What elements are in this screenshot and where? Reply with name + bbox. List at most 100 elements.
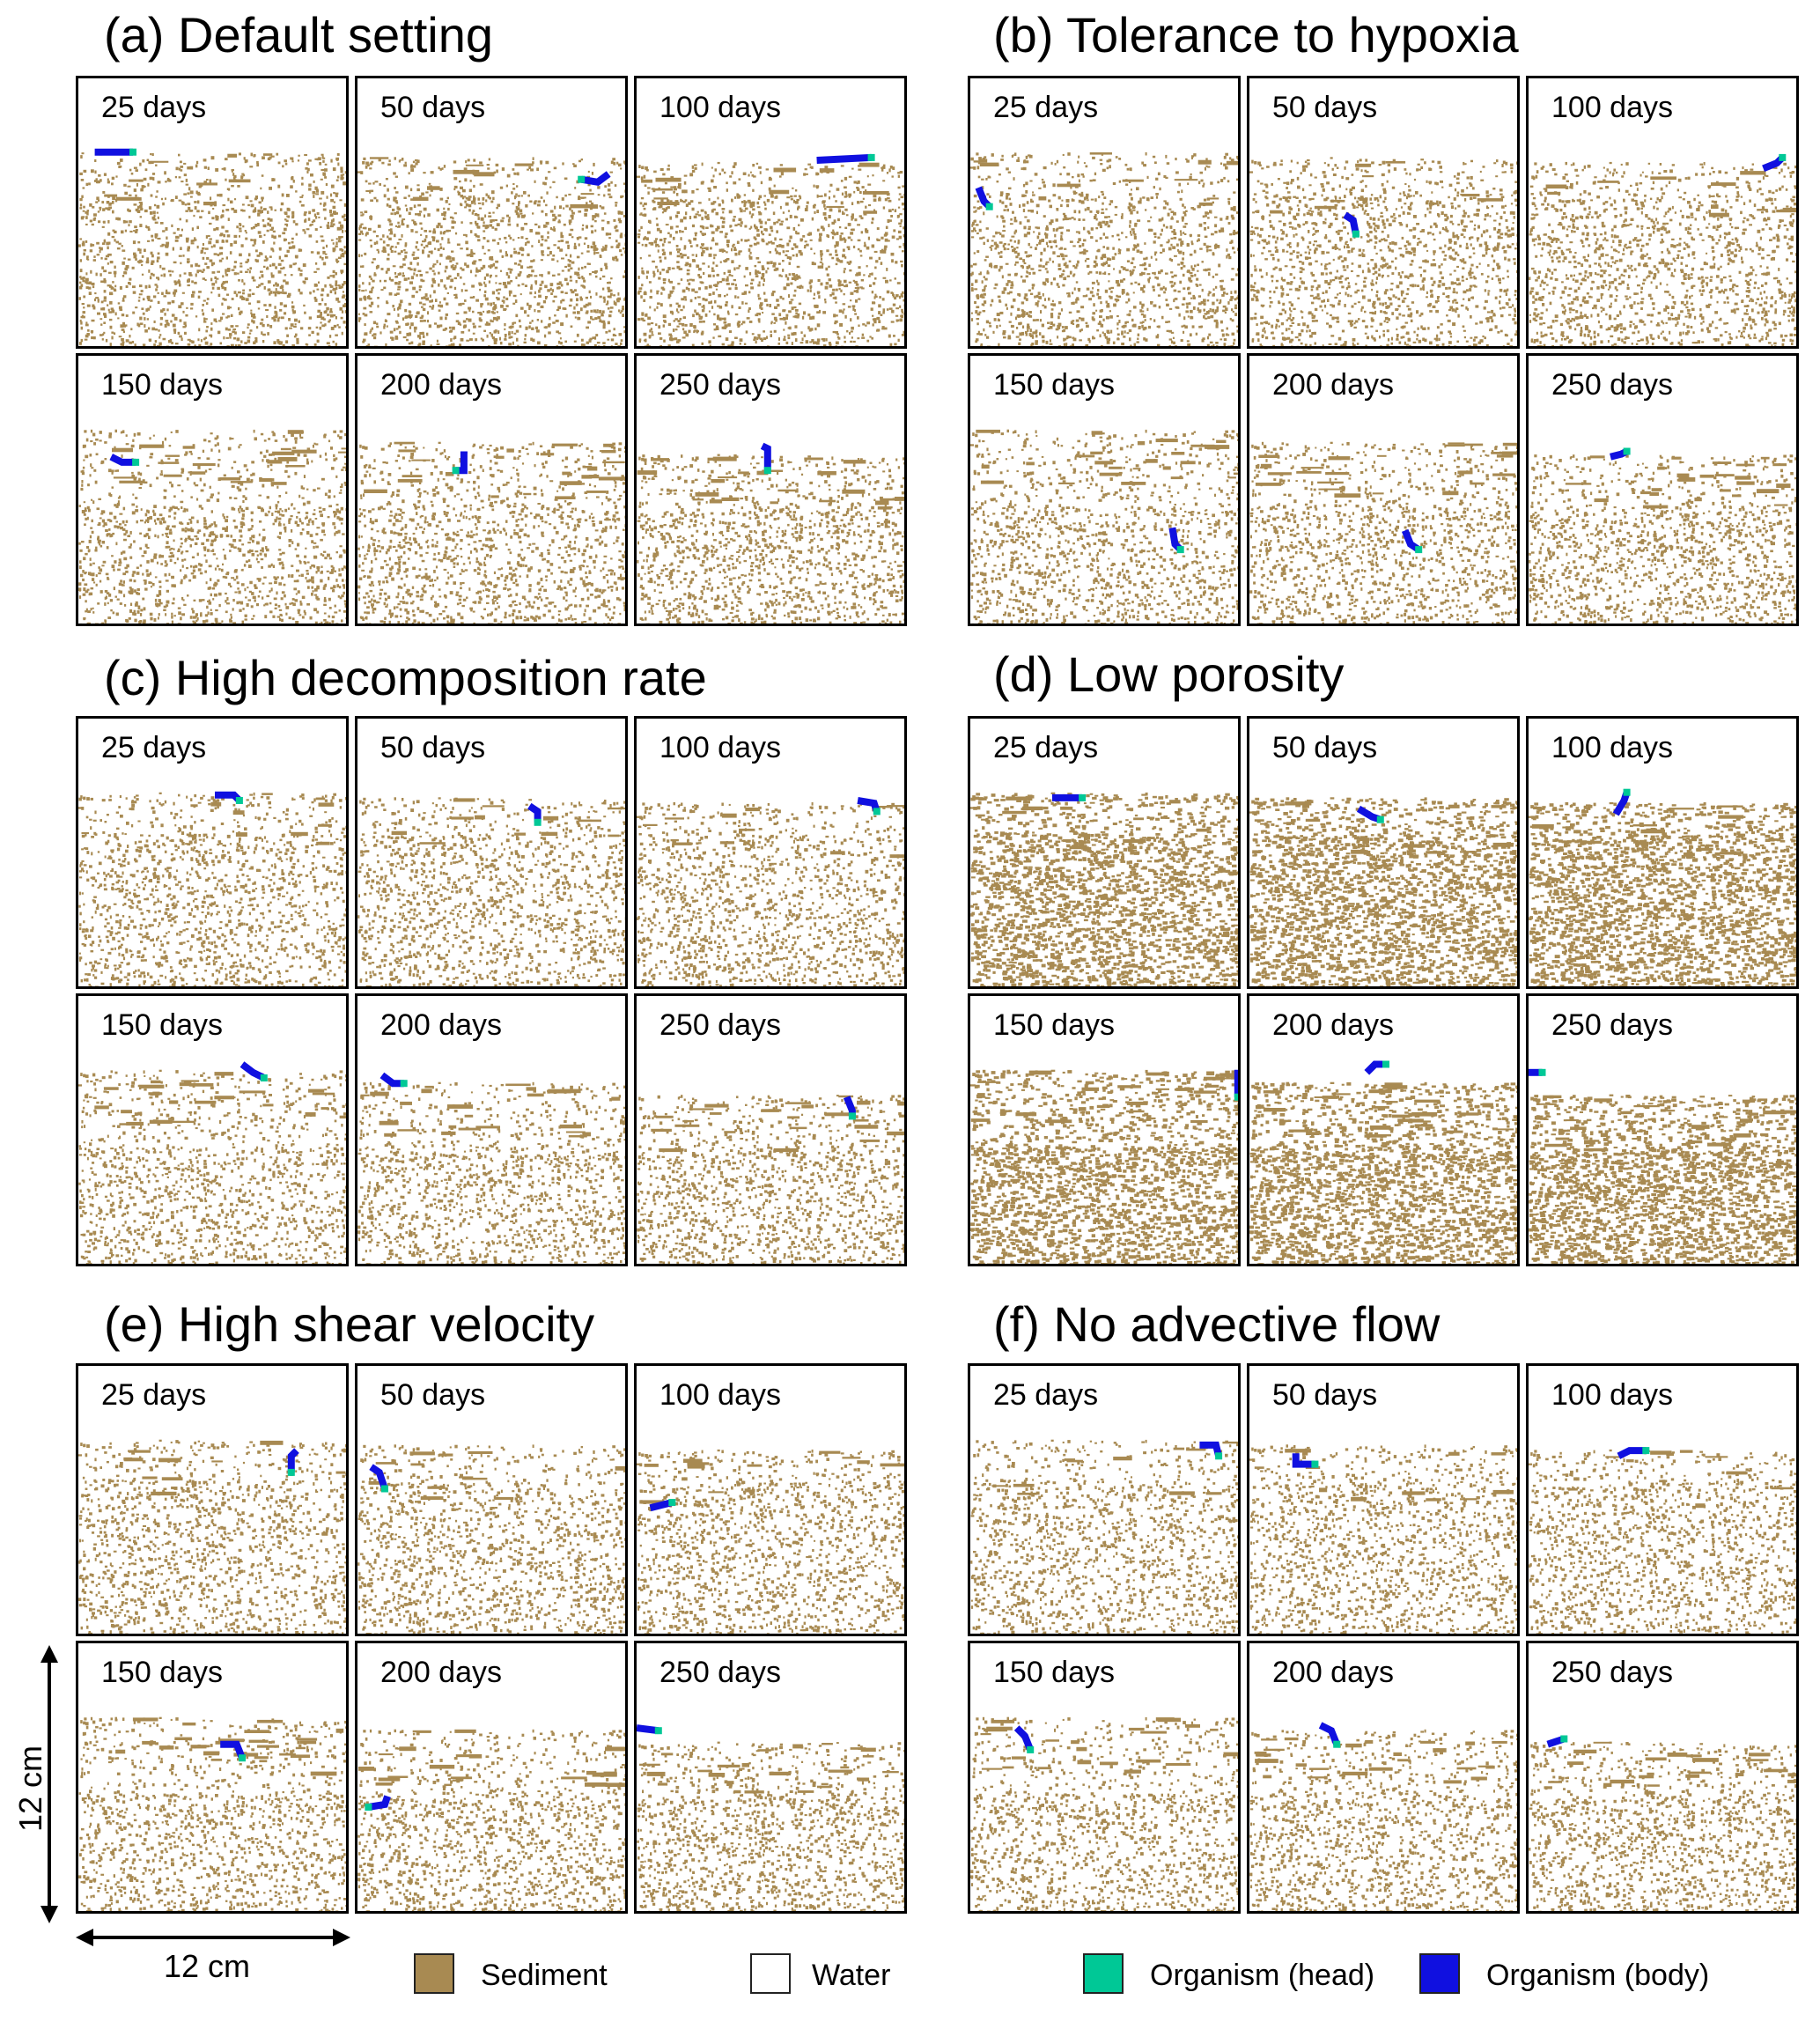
sediment-field — [1529, 447, 1796, 624]
organism-body — [1292, 1453, 1315, 1468]
panel-b-250-days: 250 days — [1526, 353, 1799, 626]
panel-d-200-days: 200 days — [1247, 993, 1520, 1266]
panel-label: 100 days — [1551, 91, 1673, 125]
sediment-grains — [78, 1716, 346, 1911]
sediment-field — [1529, 1068, 1796, 1264]
organism-body — [287, 1448, 299, 1472]
organism-body — [1318, 1722, 1340, 1746]
panel-label: 250 days — [659, 368, 781, 402]
organism-head — [1027, 1745, 1035, 1753]
sediment-field — [637, 1724, 904, 1911]
panel-label: 100 days — [659, 731, 781, 765]
sediment-field — [357, 441, 625, 624]
panel-label: 250 days — [1551, 368, 1673, 402]
sediment-grains — [78, 151, 346, 346]
sediment-grains — [1249, 797, 1517, 986]
organism-head — [1623, 447, 1631, 455]
sediment-field — [1529, 788, 1796, 986]
sediment-grains — [1249, 157, 1517, 346]
panel-e-250-days: 250 days — [634, 1641, 907, 1914]
panel-b-200-days: 200 days — [1247, 353, 1520, 626]
sediment-field — [637, 442, 904, 624]
panel-label: 50 days — [380, 731, 485, 765]
panel-f-50-days: 50 days — [1247, 1363, 1520, 1636]
organism-body — [1364, 1060, 1386, 1075]
panel-e-25-days: 25 days — [76, 1363, 349, 1636]
panel-label: 200 days — [1272, 1656, 1394, 1690]
panel-label: 250 days — [1551, 1008, 1673, 1043]
legend-sediment-label: Sediment — [481, 1959, 608, 1993]
sediment-grains — [357, 1081, 625, 1264]
organism-head — [985, 203, 993, 210]
organism-body — [580, 171, 611, 187]
panel-b-100-days: 100 days — [1526, 76, 1799, 349]
organism-head — [1352, 230, 1359, 238]
organism-body — [109, 454, 136, 466]
organism-body — [637, 1724, 659, 1735]
panel-c-250-days: 250 days — [634, 993, 907, 1266]
organism-body — [1013, 1725, 1034, 1752]
sediment-field — [357, 797, 625, 986]
panel-label: 250 days — [1551, 1656, 1673, 1690]
organism-head — [235, 797, 243, 804]
sediment-grains — [1529, 801, 1796, 986]
sediment-grains — [78, 1069, 346, 1264]
sediment-grains — [1529, 454, 1796, 624]
panel-b-25-days: 25 days — [968, 76, 1241, 349]
organism-head — [867, 153, 875, 161]
organism-body — [239, 1061, 266, 1081]
panel-f-250-days: 250 days — [1526, 1641, 1799, 1914]
panel-a-250-days: 250 days — [634, 353, 907, 626]
sediment-grains — [637, 161, 904, 346]
organism-body — [369, 1464, 388, 1490]
panel-label: 150 days — [101, 1656, 223, 1690]
organism-body — [760, 442, 771, 471]
sediment-field — [1249, 797, 1517, 986]
sediment-grains — [637, 801, 904, 986]
sediment-field — [1249, 1060, 1517, 1264]
sediment-grains — [970, 429, 1238, 624]
organism-head — [848, 1112, 856, 1120]
sediment-field — [970, 1069, 1238, 1264]
organism-head — [1642, 1447, 1650, 1455]
panel-c-50-days: 50 days — [355, 716, 628, 989]
sediment-field — [970, 1716, 1238, 1911]
group-title-f: (f) No advective flow — [993, 1300, 1440, 1349]
sediment-field — [1249, 1722, 1517, 1911]
panel-c-100-days: 100 days — [634, 716, 907, 989]
panel-a-200-days: 200 days — [355, 353, 628, 626]
water-swatch — [750, 1953, 791, 1994]
organism-head — [1623, 788, 1631, 796]
sediment-grains — [78, 1439, 346, 1634]
panel-d-100-days: 100 days — [1526, 716, 1799, 989]
sediment-grains — [1249, 1081, 1517, 1264]
sediment-grains — [970, 1069, 1238, 1264]
vertical-scale-arrow — [41, 1645, 58, 1923]
panel-a-25-days: 25 days — [76, 76, 349, 349]
organism-body — [816, 153, 872, 164]
panel-f-25-days: 25 days — [968, 1363, 1241, 1636]
panel-label: 100 days — [659, 91, 781, 125]
sediment-grains — [970, 1439, 1238, 1634]
panel-label: 150 days — [101, 1008, 223, 1043]
sediment-field — [78, 791, 346, 986]
panel-label: 150 days — [993, 368, 1115, 402]
sediment-field — [1249, 1444, 1517, 1634]
panel-label: 25 days — [101, 731, 206, 765]
organism-head — [1215, 1452, 1223, 1460]
panel-f-200-days: 200 days — [1247, 1641, 1520, 1914]
sediment-grains — [970, 792, 1238, 986]
sediment-field — [1529, 153, 1796, 346]
sediment-grains — [970, 151, 1238, 346]
panel-label: 25 days — [101, 1378, 206, 1413]
panel-label: 200 days — [1272, 1008, 1394, 1043]
organism-body — [649, 1499, 674, 1512]
sediment-field — [357, 157, 625, 346]
sediment-grains — [357, 157, 625, 346]
panel-label: 50 days — [1272, 91, 1377, 125]
organism-body-swatch — [1419, 1953, 1460, 1994]
organism-head — [129, 148, 136, 156]
organism-head — [400, 1080, 408, 1088]
panel-label: 25 days — [993, 731, 1098, 765]
panel-label: 100 days — [659, 1378, 781, 1413]
